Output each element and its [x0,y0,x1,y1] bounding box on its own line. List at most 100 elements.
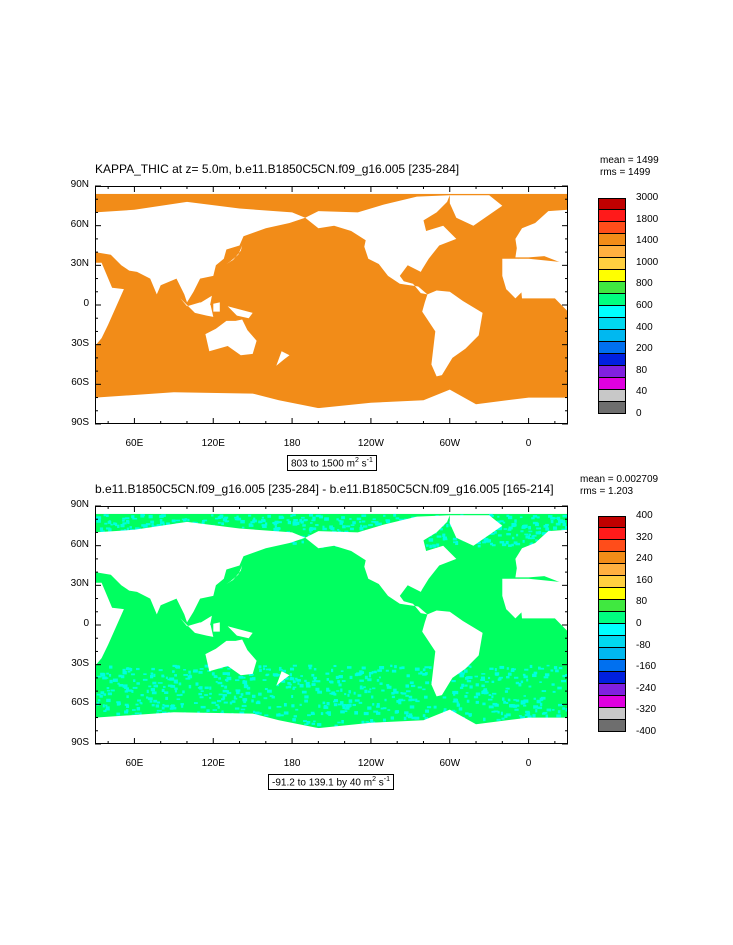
speckle [511,536,515,540]
speckle [522,673,526,676]
speckle [442,537,446,541]
speckle [110,523,113,526]
speckle [243,700,247,704]
speckle [481,673,486,675]
lat-label: 30N [70,578,89,590]
speckle [424,717,429,720]
speckle [252,710,256,714]
speckle [173,679,178,683]
speckle [383,514,386,517]
speckle [222,672,228,675]
speckle [136,682,140,685]
speckle [248,523,253,525]
speckle [511,525,516,528]
speckle [311,683,316,686]
speckle [338,675,343,679]
speckle [235,689,241,692]
colorbar-segment [598,342,626,354]
speckle [199,686,203,690]
speckle [126,667,129,670]
speckle [249,677,253,681]
speckle [207,670,211,672]
speckle [560,520,566,524]
speckle [495,673,499,676]
speckle [539,681,542,683]
speckle [261,524,267,527]
speckle [491,680,495,684]
speckle [241,704,247,707]
speckle [361,514,367,517]
speckle [224,516,229,519]
speckle [221,522,225,526]
speckle [152,681,157,685]
speckle [515,542,521,546]
colorbar-segment [598,234,626,246]
speckle [122,668,126,672]
speckle [180,693,183,696]
speckle [103,693,107,696]
land-mass [422,610,483,697]
speckle [199,696,204,699]
speckle [169,707,174,710]
colorbar-segment [598,660,626,672]
speckle [385,669,389,672]
colorbar-label: -80 [636,639,651,651]
speckle [103,514,107,517]
speckle [183,519,187,522]
speckle [238,675,244,679]
speckle [259,712,262,715]
speckle [525,535,531,539]
speckle [561,528,567,532]
speckle [405,684,410,688]
speckle [185,677,191,680]
speckle [443,538,448,541]
speckle [480,676,485,680]
speckle [353,691,356,695]
speckle [469,665,472,669]
speckle [308,666,312,670]
speckle [252,519,257,523]
speckle [146,696,149,699]
land-mass [227,306,253,319]
land-mass [518,578,568,632]
speckle [290,514,293,518]
speckle [222,694,227,697]
speckle [465,692,469,694]
speckle [363,686,366,689]
speckle [195,682,199,686]
lon-label: 60W [439,758,461,769]
speckle [423,695,428,699]
speckle [425,709,430,713]
speckle [272,673,278,676]
speckle [556,516,561,521]
lat-label: 0 [83,618,89,629]
speckle [340,688,343,692]
speckle [385,519,390,522]
land-mass [305,195,457,295]
speckle [464,695,468,698]
speckle [126,695,129,699]
speckle [465,712,469,715]
speckle [417,686,422,689]
speckle [300,520,304,524]
colorbar-segment [598,258,626,270]
speckle [522,539,525,543]
speckle [562,674,566,678]
speckle [354,699,360,702]
speckle [289,673,292,677]
land-mass [213,302,220,312]
speckle [506,713,511,717]
speckle [524,714,530,717]
speckle [546,708,552,712]
speckle [446,523,449,528]
speckle [136,667,140,671]
speckle [369,688,372,690]
speckle [537,666,541,670]
speckle [373,710,379,713]
speckle [352,703,357,707]
speckle [135,703,139,706]
speckle [114,522,118,527]
speckle [377,669,382,672]
speckle [171,704,176,707]
speckle [290,667,295,671]
